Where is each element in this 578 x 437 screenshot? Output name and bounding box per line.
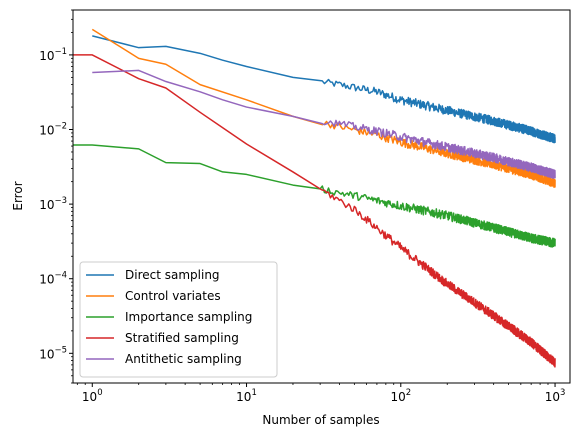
x-tick-label-1: 101	[236, 388, 257, 404]
legend-label-2: Control variates	[125, 289, 221, 303]
series-line-2	[91, 28, 556, 188]
plot-frame	[72, 9, 571, 384]
series-line-3	[73, 144, 556, 248]
legend-label-1: Direct sampling	[125, 268, 220, 282]
series-line-5	[92, 69, 556, 179]
series-line-1	[92, 35, 556, 144]
y-tick-label-3: 10−2	[39, 122, 67, 138]
y-tick-label-4: 10−1	[39, 47, 67, 63]
x-tick-label-2: 102	[390, 388, 411, 404]
legend: Direct sampling Control variates Importanc…	[79, 261, 278, 378]
y-tick-label-2: 10−3	[39, 196, 67, 212]
y-axis-ticks: 10−5 10−4 10−3 10−2 10−1	[39, 9, 73, 384]
series-line-4	[73, 54, 556, 368]
legend-label-5: Antithetic sampling	[125, 352, 242, 366]
x-tick-label-3: 103	[545, 388, 566, 404]
x-axis-ticks: 100 101 102 103	[76, 383, 566, 404]
x-tick-label-0: 100	[82, 388, 103, 404]
y-axis-label: Error	[11, 181, 25, 210]
y-tick-label-1: 10−4	[39, 271, 67, 287]
x-axis-label: Number of samples	[262, 413, 379, 427]
legend-frame	[79, 261, 278, 378]
series-layer	[73, 28, 556, 368]
y-tick-label-0: 10−5	[39, 345, 67, 361]
legend-label-4: Stratified sampling	[125, 331, 239, 345]
legend-label-3: Importance sampling	[125, 310, 252, 324]
